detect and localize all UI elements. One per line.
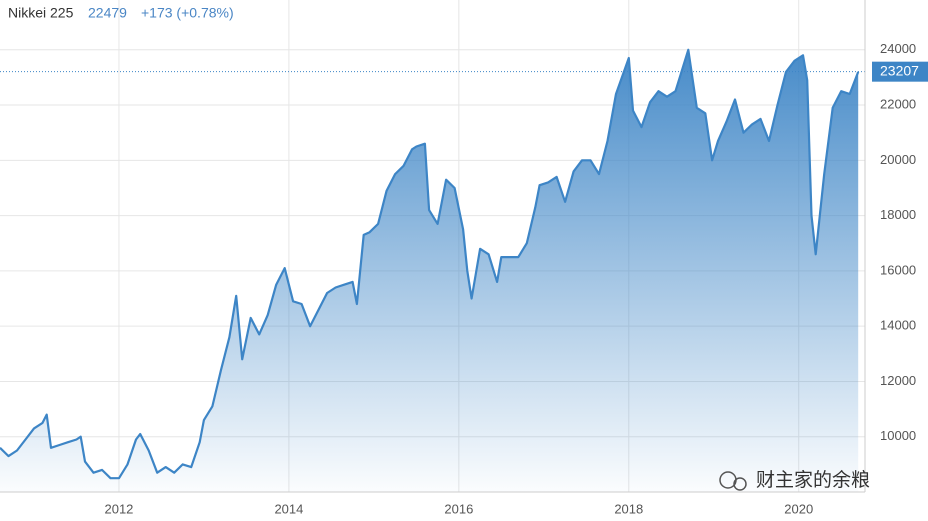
plot <box>0 48 865 493</box>
ticker-price: 22479 <box>88 5 127 21</box>
y-tick-label: 14000 <box>880 318 916 333</box>
x-tick-label: 2012 <box>104 501 133 516</box>
y-tick-label: 12000 <box>880 373 916 388</box>
ticker-name: Nikkei 225 <box>8 5 74 21</box>
last-value-label: 23207 <box>880 62 919 78</box>
watermark: 财主家的余粮 <box>719 469 870 491</box>
watermark-icon <box>733 477 747 491</box>
ticker-change: +173 (+0.78%) <box>141 5 234 21</box>
x-tick-label: 2020 <box>784 501 813 516</box>
y-tick-label: 24000 <box>880 41 916 56</box>
x-tick-label: 2014 <box>274 501 303 516</box>
line <box>0 48 860 480</box>
area <box>0 49 859 493</box>
y-tick-label: 10000 <box>880 428 916 443</box>
labels: 10000 12000 14000 16000 18000 20000 22000 24000… <box>104 41 928 516</box>
x-tick-label: 2016 <box>444 501 473 516</box>
y-tick-label: 20000 <box>880 152 916 167</box>
x-tick-label: 2018 <box>614 501 643 516</box>
y-tick-label: 16000 <box>880 262 916 277</box>
y-tick-label: 18000 <box>880 207 916 222</box>
y-tick-label: 22000 <box>880 96 916 111</box>
last-value-box <box>872 61 928 82</box>
watermark-text: 财主家的余粮 <box>756 469 870 491</box>
